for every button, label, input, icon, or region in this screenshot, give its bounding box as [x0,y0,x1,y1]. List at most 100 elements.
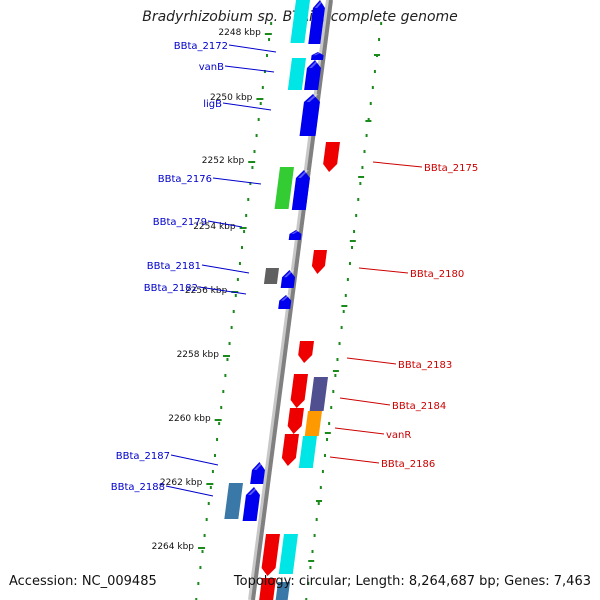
tick-mark [198,547,206,549]
gene-label-forward: BBta_2187 [116,451,170,462]
gene-label-reverse: vanR [386,430,411,441]
gene-reverse [290,374,308,408]
gene-steel-edge [275,582,290,600]
guide-dot-left [268,38,271,41]
guide-dot-right [365,134,368,137]
gene-reverse [261,534,280,576]
guide-dot-right [317,502,320,505]
guide-dot-left [245,214,248,217]
gene-cyan [298,436,317,468]
gene-forward-highlight [306,94,319,102]
tick-label: 2248 kbp [218,28,261,38]
gene-forward-highlight [313,52,323,56]
tick-label: 2258 kbp [177,350,220,360]
guide-dot-right [351,246,354,249]
tick-mark-right [349,240,356,242]
gene-forward-highlight [314,0,325,8]
guide-dot-left [241,246,244,249]
guide-dot-left [265,54,268,57]
guide-dot-left [211,470,214,473]
guide-dot-left [253,150,256,153]
guide-dot-right [307,582,310,585]
guide-dot-right [353,230,356,233]
guide-dot-left [236,278,239,281]
tick-mark-right [324,432,331,434]
accession-text: Accession: NC_009485 [9,574,157,589]
tick-mark-right [365,120,372,122]
guide-dot-right [373,70,376,73]
tick-label: 2260 kbp [168,414,211,424]
gene-label-forward: BBta_2172 [174,41,228,52]
tick-mark [248,161,256,163]
leader-line-reverse [372,161,423,168]
leader-line-reverse [339,397,391,406]
gene-forward-highlight [284,270,295,278]
guide-dot-right [348,262,351,265]
leader-line-reverse [334,427,385,435]
guide-dot-right [369,102,372,105]
guide-dot-left [261,86,264,89]
tick-mark-right [332,370,339,372]
gene-cyan [278,534,298,574]
gene-reverse [323,142,340,172]
guide-dot-left [259,102,262,105]
guide-dot-left [257,118,260,121]
guide-dot-right [326,438,329,441]
leader-line-forward [228,44,277,53]
leader-line-reverse [358,267,409,274]
gene-reverse [311,250,327,274]
gene-label-forward: BBta_2176 [158,174,212,185]
gene-label-reverse: BBta_2184 [392,401,446,412]
gene-forward [280,270,296,288]
gene-orange [304,411,322,436]
guide-dot-left [195,598,198,600]
gene-forward [288,230,302,240]
guide-dot-right [334,374,337,377]
tick-label: 2250 kbp [210,93,253,103]
gene-steel [224,483,243,519]
guide-dot-right [371,86,374,89]
guide-dot-left [207,502,210,505]
gene-forward [250,462,265,484]
tick-mark-right [373,54,380,56]
guide-dot-right [321,470,324,473]
guide-dot-left [251,166,254,169]
guide-dot-left [220,406,223,409]
gene-labels: BBta_2172 vanB ligB BBta_2176 BBta_2179 BBta_… [111,41,478,497]
gene-forward-highlight [291,230,301,234]
guide-dot-right [380,22,383,25]
guide-dot-right [309,566,312,569]
gene-label-forward: BBta_2179 [153,217,207,228]
guide-dot-right [305,598,308,600]
gene-reverse-edge [259,578,276,600]
guide-dot-left [201,550,204,553]
gene-reverse [298,341,314,363]
guide-dot-right [332,390,335,393]
guide-dot-left [228,342,231,345]
guide-dot-right [340,326,343,329]
gene-label-forward: BBta_2188 [111,482,165,493]
guide-dot-left [226,358,229,361]
guide-dot-right [311,550,314,553]
guide-dot-left [216,438,219,441]
gene-reverse [281,434,299,466]
leader-line-forward [201,264,250,274]
gene-cyan [290,0,310,43]
guide-dot-left [218,422,221,425]
leader-line-forward [165,485,214,497]
tick-label: 2262 kbp [160,478,203,488]
guide-dot-right [346,278,349,281]
guide-dot-left [224,374,227,377]
gene-forward-highlight [309,60,320,68]
guide-dot-left [263,70,266,73]
dotted-guides [195,22,383,600]
gene-label-forward: BBta_2181 [147,261,201,272]
gene-label-reverse: BBta_2175 [424,163,478,174]
tick-mark [256,98,264,100]
guide-dot-left [197,582,200,585]
guide-dot-right [367,118,370,121]
tick-mark-right [358,176,365,178]
leader-line-forward [170,454,219,466]
tick-mark [264,33,272,35]
